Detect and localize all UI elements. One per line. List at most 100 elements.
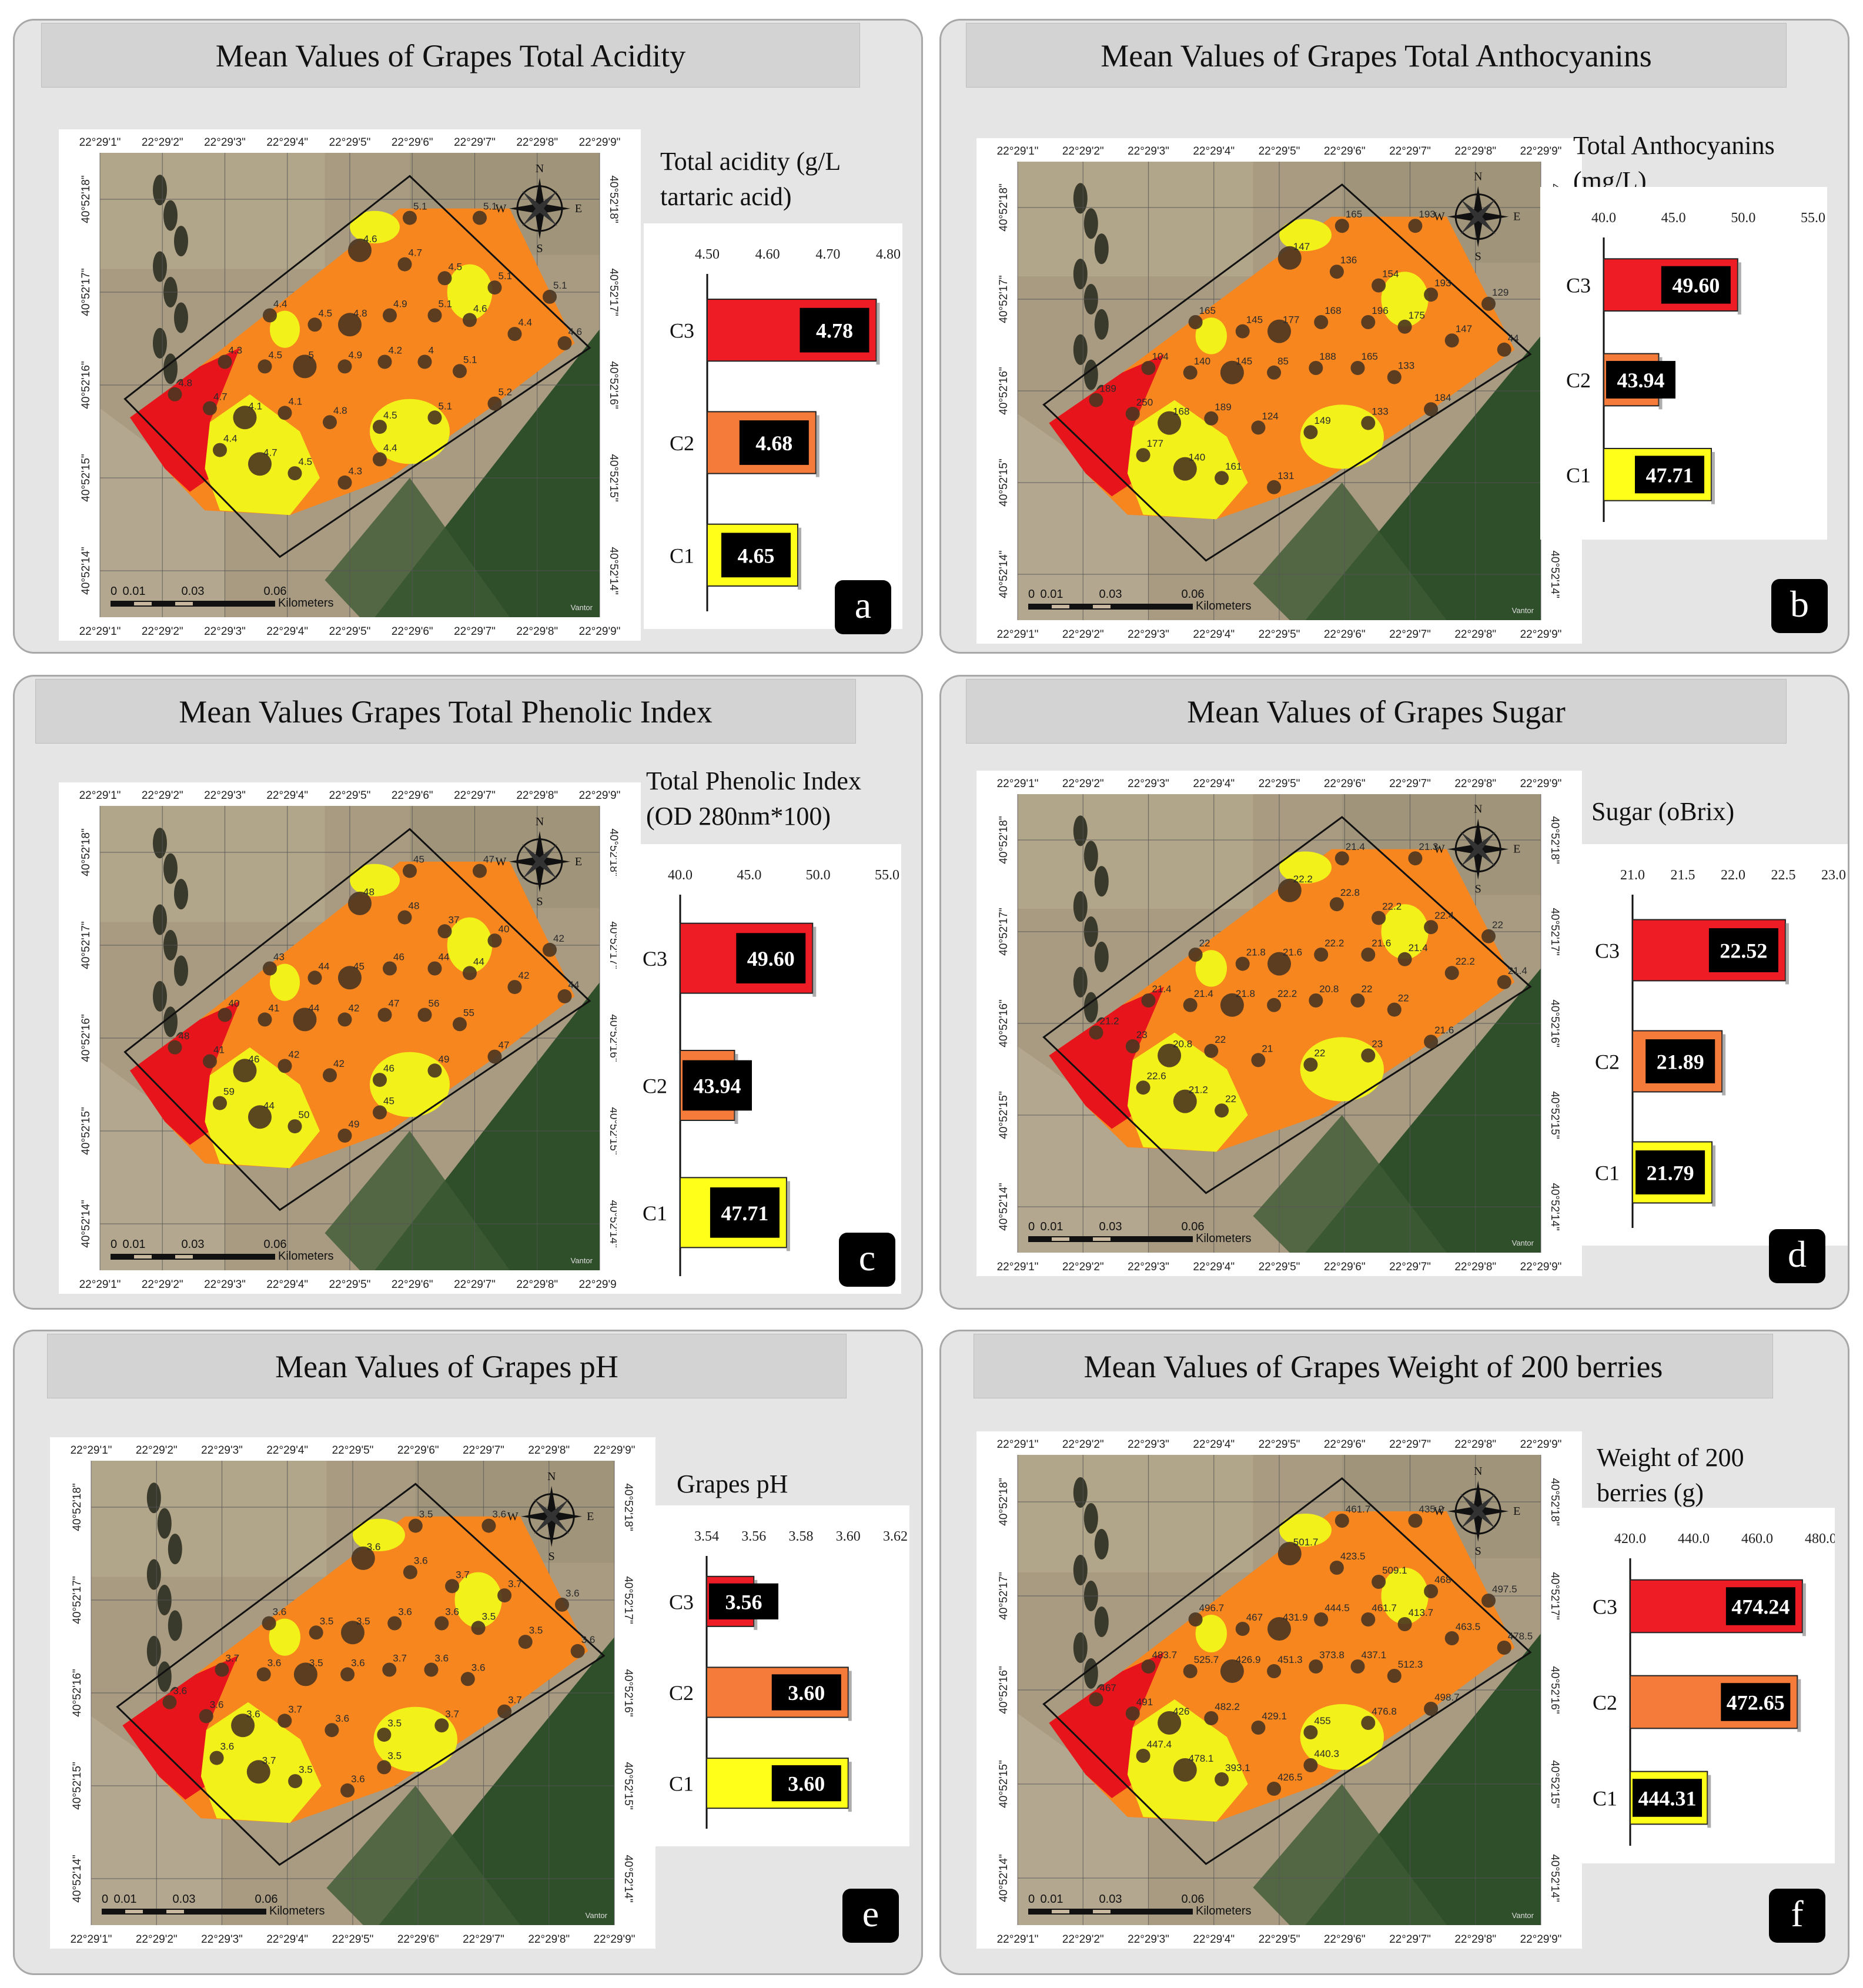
sample-value-label: 4.4	[273, 299, 287, 310]
sample-value-label: 59	[223, 1086, 235, 1097]
tick-label-left: 40°52'15"	[80, 454, 92, 501]
svg-text:0.06: 0.06	[255, 1893, 278, 1906]
tick-label-top: 22°29'3"	[204, 136, 246, 149]
sample-point	[337, 359, 352, 374]
sample-value-label: 22	[1314, 1047, 1325, 1059]
tick-label-left: 40°52'15"	[998, 1760, 1010, 1808]
sample-point	[1267, 1617, 1291, 1641]
tick-label-top: 22°29'1"	[71, 1444, 112, 1457]
compass-letter: E	[587, 1510, 594, 1523]
sample-value-label: 44	[1508, 333, 1519, 344]
sample-point	[287, 466, 302, 481]
sample-value-label: 3.6	[492, 1509, 506, 1520]
sample-point	[453, 364, 467, 379]
svg-text:0.01: 0.01	[1041, 1893, 1063, 1906]
sample-point	[1251, 420, 1266, 435]
tick-label-left: 40°52'16"	[998, 367, 1010, 414]
sample-point	[162, 1695, 177, 1709]
sample-value-label: 3.7	[508, 1578, 522, 1589]
sample-point	[277, 1713, 292, 1728]
panel-title: Mean Values of Grapes Weight of 200 berr…	[974, 1334, 1773, 1398]
sample-point	[1350, 993, 1365, 1008]
tree	[168, 1534, 182, 1565]
sample-point	[218, 354, 232, 369]
sample-value-label: 435.2	[1419, 1504, 1444, 1515]
tree	[1094, 309, 1109, 340]
axis-tick-label: 3.56	[741, 1529, 766, 1544]
axis-tick-label: 40.0	[1591, 210, 1616, 226]
value-label-box	[710, 1187, 780, 1238]
sample-point	[383, 308, 397, 323]
compass-letter: W	[1434, 1505, 1445, 1518]
bar-chart-svg: 3.54 3.56 3.58 3.60 3.62 C3 3.56 C2 3.60 C1 3.60	[669, 1529, 908, 1829]
sample-value-label: 40	[229, 998, 240, 1009]
tick-label-right: 40°52'14"	[1548, 1183, 1561, 1230]
sample-value-label: 21.2	[1100, 1016, 1119, 1027]
sample-value-label: 42	[289, 1049, 300, 1060]
sample-value-label: 4.5	[449, 261, 463, 272]
compass-letter: W	[496, 202, 507, 215]
tick-label-left: 40°52'17"	[998, 275, 1010, 323]
tree	[157, 1661, 172, 1692]
sample-value-label: 20.8	[1173, 1039, 1192, 1050]
category-label: C2	[670, 431, 694, 455]
tick-label-top: 22°29'8"	[516, 136, 558, 149]
sample-point	[1387, 370, 1402, 384]
zone-c1	[1279, 851, 1332, 884]
tree	[1073, 966, 1088, 998]
sample-value-label: 426	[1173, 1706, 1189, 1717]
tick-label-top: 22°29'6"	[1324, 1438, 1366, 1451]
sample-point	[1361, 315, 1376, 329]
sample-value-label: 55	[463, 1007, 474, 1018]
sample-value-label: 5	[309, 349, 314, 360]
tick-label-bottom: 22°29'4"	[1193, 1261, 1235, 1273]
sample-value-label: 41	[213, 1045, 225, 1056]
tick-label-right: 40°52'18"	[607, 828, 620, 876]
zone-c1	[1195, 1615, 1227, 1652]
tick-label-bottom: 22°29'2"	[1062, 1261, 1104, 1273]
tick-label-top: 22°29'6"	[1324, 778, 1366, 790]
sample-value-label: 22	[1398, 993, 1409, 1004]
sample-value-label: 154	[1382, 269, 1399, 280]
data-label: 49.60	[1672, 274, 1720, 297]
sample-point	[218, 1008, 232, 1022]
sample-point	[1204, 411, 1219, 426]
sample-value-label: 124	[1262, 410, 1278, 421]
sample-value-label: 482.2	[1215, 1701, 1240, 1712]
green-field	[1305, 336, 1541, 620]
sample-point	[1220, 360, 1244, 384]
data-label: 21.89	[1657, 1050, 1704, 1074]
sample-point	[1334, 851, 1349, 866]
sample-value-label: 21.4	[1508, 965, 1527, 976]
field-boundary	[123, 175, 591, 558]
value-label-box	[800, 307, 869, 353]
sample-value-label: 478.1	[1189, 1753, 1214, 1764]
tree	[153, 980, 167, 1012]
compass-letter: S	[1475, 250, 1481, 263]
chart-label-line: Sugar (oBrix)	[1591, 797, 1735, 826]
panel-letter-badge: f	[1769, 1889, 1825, 1943]
panel-f: Mean Values of Grapes Weight of 200 berr…	[939, 1330, 1849, 1975]
sample-point	[1303, 1057, 1318, 1072]
sample-value-label: 45	[383, 1095, 394, 1106]
tick-label-bottom: 22°29'3"	[201, 1933, 243, 1946]
sample-point	[1204, 1043, 1219, 1058]
sample-point	[397, 257, 412, 272]
svg-text:0.06: 0.06	[264, 585, 287, 598]
compass-letter: S	[536, 242, 543, 255]
tree	[1073, 1555, 1088, 1585]
data-label: 4.68	[755, 431, 792, 455]
axis-tick-label: 22.5	[1771, 868, 1796, 883]
data-label: 3.60	[788, 1681, 825, 1705]
sample-value-label: 168	[1324, 305, 1341, 316]
sample-point	[1444, 333, 1459, 348]
tick-label-right: 40°52'14"	[622, 1855, 634, 1902]
sample-value-label: 56	[429, 998, 440, 1009]
sample-point	[248, 1105, 272, 1129]
sample-value-label: 4.7	[213, 391, 228, 403]
tick-label-right: 40°52'18"	[607, 175, 620, 223]
axis-tick-label: 21.0	[1620, 868, 1645, 883]
sample-point	[1397, 952, 1412, 966]
tick-label-bottom: 22°29'9"	[579, 625, 621, 638]
